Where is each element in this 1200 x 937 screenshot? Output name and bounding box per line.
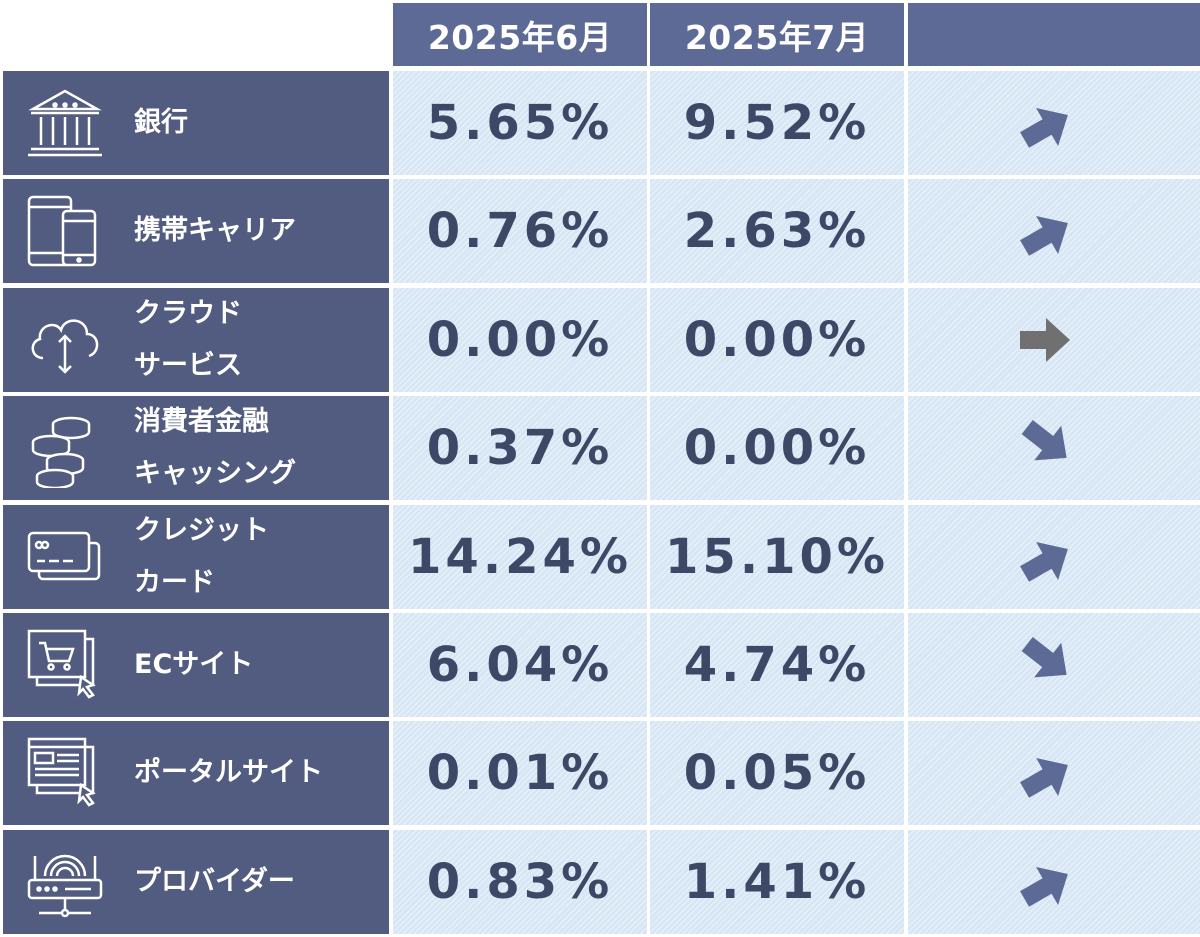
value-june: 0.00%: [393, 288, 647, 392]
trend-cell: [908, 71, 1200, 175]
shopping-cart-screen-icon: [25, 625, 105, 705]
value-july: 15.10%: [650, 505, 904, 609]
trend-cell: [908, 288, 1200, 392]
row-label: 銀行: [3, 71, 389, 175]
bank-icon: [25, 83, 105, 163]
header-june: 2025年6月: [393, 3, 647, 66]
value-june: 5.65%: [393, 71, 647, 175]
row-label-line: 銀行: [134, 107, 188, 138]
row-label-text: クラウド サービス: [134, 288, 379, 392]
trend-up-arrow-icon: [1009, 88, 1099, 158]
trend-cell: [908, 613, 1200, 717]
table-row: クラウド サービス 0.00% 0.00%: [0, 288, 1200, 392]
table-row: 携帯キャリア 0.76% 2.63%: [0, 179, 1200, 283]
web-portal-icon: [25, 733, 105, 813]
value-june: 6.04%: [393, 613, 647, 717]
row-label: プロバイダー: [3, 830, 389, 934]
table-row: 消費者金融 キャッシング 0.37% 0.00%: [0, 396, 1200, 500]
row-label-text: ポータルサイト: [134, 721, 379, 825]
row-label-text: 消費者金融キャッシング: [134, 396, 379, 500]
smartphone-tablet-icon: [25, 191, 105, 271]
trend-up-arrow-icon: [1009, 196, 1099, 266]
row-label-text: ECサイト: [134, 613, 379, 717]
row-label-text: クレジット カード: [134, 505, 379, 609]
trend-cell: [908, 830, 1200, 934]
trend-cell: [908, 179, 1200, 283]
trend-up-arrow-icon: [1009, 522, 1099, 592]
row-label-line: キャッシング: [134, 458, 296, 489]
trend-up-arrow-icon: [1009, 847, 1099, 917]
trend-down-arrow-icon: [1009, 630, 1099, 700]
value-june: 14.24%: [393, 505, 647, 609]
trend-cell: [908, 396, 1200, 500]
row-label-line: カード: [134, 567, 215, 598]
row-label: ポータルサイト: [3, 721, 389, 825]
row-label-text: プロバイダー: [134, 830, 379, 934]
row-label: 携帯キャリア: [3, 179, 389, 283]
row-label-line: クラウド: [134, 298, 242, 329]
row-label: 消費者金融キャッシング: [3, 396, 389, 500]
row-label-text: 携帯キャリア: [134, 179, 379, 283]
row-label-line: 携帯キャリア: [134, 215, 296, 246]
header-july: 2025年7月: [650, 3, 904, 66]
value-july: 4.74%: [650, 613, 904, 717]
row-label-line: クレジット: [134, 515, 269, 546]
table-row: クレジット カード 14.24% 15.10%: [0, 505, 1200, 609]
value-june: 0.83%: [393, 830, 647, 934]
credit-card-icon: [25, 517, 105, 597]
router-icon: [25, 842, 105, 922]
value-june: 0.37%: [393, 396, 647, 500]
value-june: 0.01%: [393, 721, 647, 825]
value-july: 0.00%: [650, 396, 904, 500]
value-june: 0.76%: [393, 179, 647, 283]
row-label-line: ECサイト: [134, 649, 254, 680]
value-july: 0.05%: [650, 721, 904, 825]
row-label-line: 消費者金融: [134, 406, 269, 437]
table-row: 銀行 5.65% 9.52%: [0, 71, 1200, 175]
value-july: 2.63%: [650, 179, 904, 283]
row-label-line: プロバイダー: [134, 866, 295, 897]
trend-flat-arrow-icon: [1009, 305, 1099, 375]
table-row: ECサイト 6.04% 4.74%: [0, 613, 1200, 717]
trend-cell: [908, 721, 1200, 825]
trend-down-arrow-icon: [1009, 413, 1099, 483]
trend-up-arrow-icon: [1009, 738, 1099, 808]
coins-icon: [25, 408, 105, 488]
table-row: プロバイダー 0.83% 1.41%: [0, 830, 1200, 934]
row-label: クラウド サービス: [3, 288, 389, 392]
row-label: ECサイト: [3, 613, 389, 717]
cloud-icon: [25, 300, 105, 380]
header-trend: [908, 3, 1200, 66]
value-july: 9.52%: [650, 71, 904, 175]
row-label-line: ポータルサイト: [134, 757, 323, 788]
row-label-text: 銀行: [134, 71, 379, 175]
row-label-line: サービス: [134, 350, 242, 381]
row-label: クレジット カード: [3, 505, 389, 609]
trend-cell: [908, 505, 1200, 609]
value-july: 1.41%: [650, 830, 904, 934]
table-row: ポータルサイト 0.01% 0.05%: [0, 721, 1200, 825]
value-july: 0.00%: [650, 288, 904, 392]
